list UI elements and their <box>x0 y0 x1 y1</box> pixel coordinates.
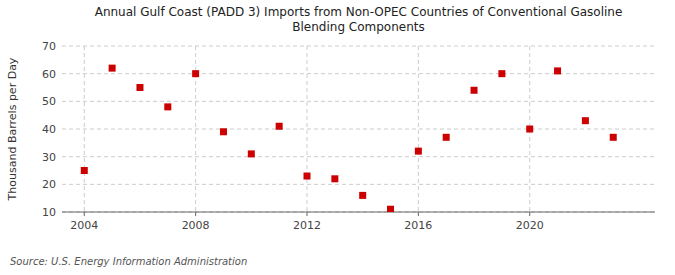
point <box>582 117 589 124</box>
y-tick-label: 10 <box>42 206 56 219</box>
x-tick-label: 2004 <box>70 219 98 232</box>
point <box>443 134 450 141</box>
y-tick-label: 70 <box>42 40 56 53</box>
x-tick-label: 2016 <box>404 219 432 232</box>
point <box>81 167 88 174</box>
y-axis-label: Thousand Barrels per Day <box>6 57 19 201</box>
y-grid-line <box>62 46 655 47</box>
point <box>498 70 505 77</box>
annotation: Source: U.S. Energy Information Administ… <box>10 256 247 267</box>
y-tick-label: 30 <box>42 151 56 164</box>
y-grid-line <box>62 101 655 102</box>
y-tick-label: 50 <box>42 95 56 108</box>
y-grid-line <box>62 73 655 74</box>
x-tick <box>418 212 419 216</box>
x-tick <box>195 212 196 216</box>
y-grid-line <box>62 156 655 157</box>
x-tick <box>84 212 85 216</box>
y-tick-label: 20 <box>42 178 56 191</box>
y-grid-line <box>62 212 655 213</box>
y-tick-label: 60 <box>42 68 56 81</box>
point <box>164 103 171 110</box>
y-grid-line <box>62 184 655 185</box>
point <box>331 175 338 182</box>
point <box>136 84 143 91</box>
x-grid-line <box>84 46 85 212</box>
grid <box>62 46 655 212</box>
x-tick <box>529 212 530 216</box>
point <box>471 87 478 94</box>
chart: Annual Gulf Coast (PADD 3) Imports from … <box>0 0 675 275</box>
point <box>554 67 561 74</box>
point <box>526 126 533 133</box>
points <box>81 65 617 212</box>
x-grid-line <box>306 46 307 212</box>
x-tick-label: 2012 <box>293 219 321 232</box>
point <box>303 173 310 180</box>
y-grid-line <box>62 129 655 130</box>
point <box>610 134 617 141</box>
point <box>248 150 255 157</box>
y-tick-label: 40 <box>42 123 56 136</box>
point <box>359 192 366 199</box>
x-grid-line <box>418 46 419 212</box>
point <box>109 65 116 72</box>
x-axis-line <box>62 212 655 213</box>
x-tick-label: 2008 <box>182 219 210 232</box>
title: Annual Gulf Coast (PADD 3) Imports from … <box>95 5 623 34</box>
x-tick <box>306 212 307 216</box>
x-tick-label: 2020 <box>516 219 544 232</box>
point <box>387 206 394 212</box>
point <box>415 148 422 155</box>
point <box>220 128 227 135</box>
point <box>192 70 199 77</box>
point <box>276 123 283 130</box>
